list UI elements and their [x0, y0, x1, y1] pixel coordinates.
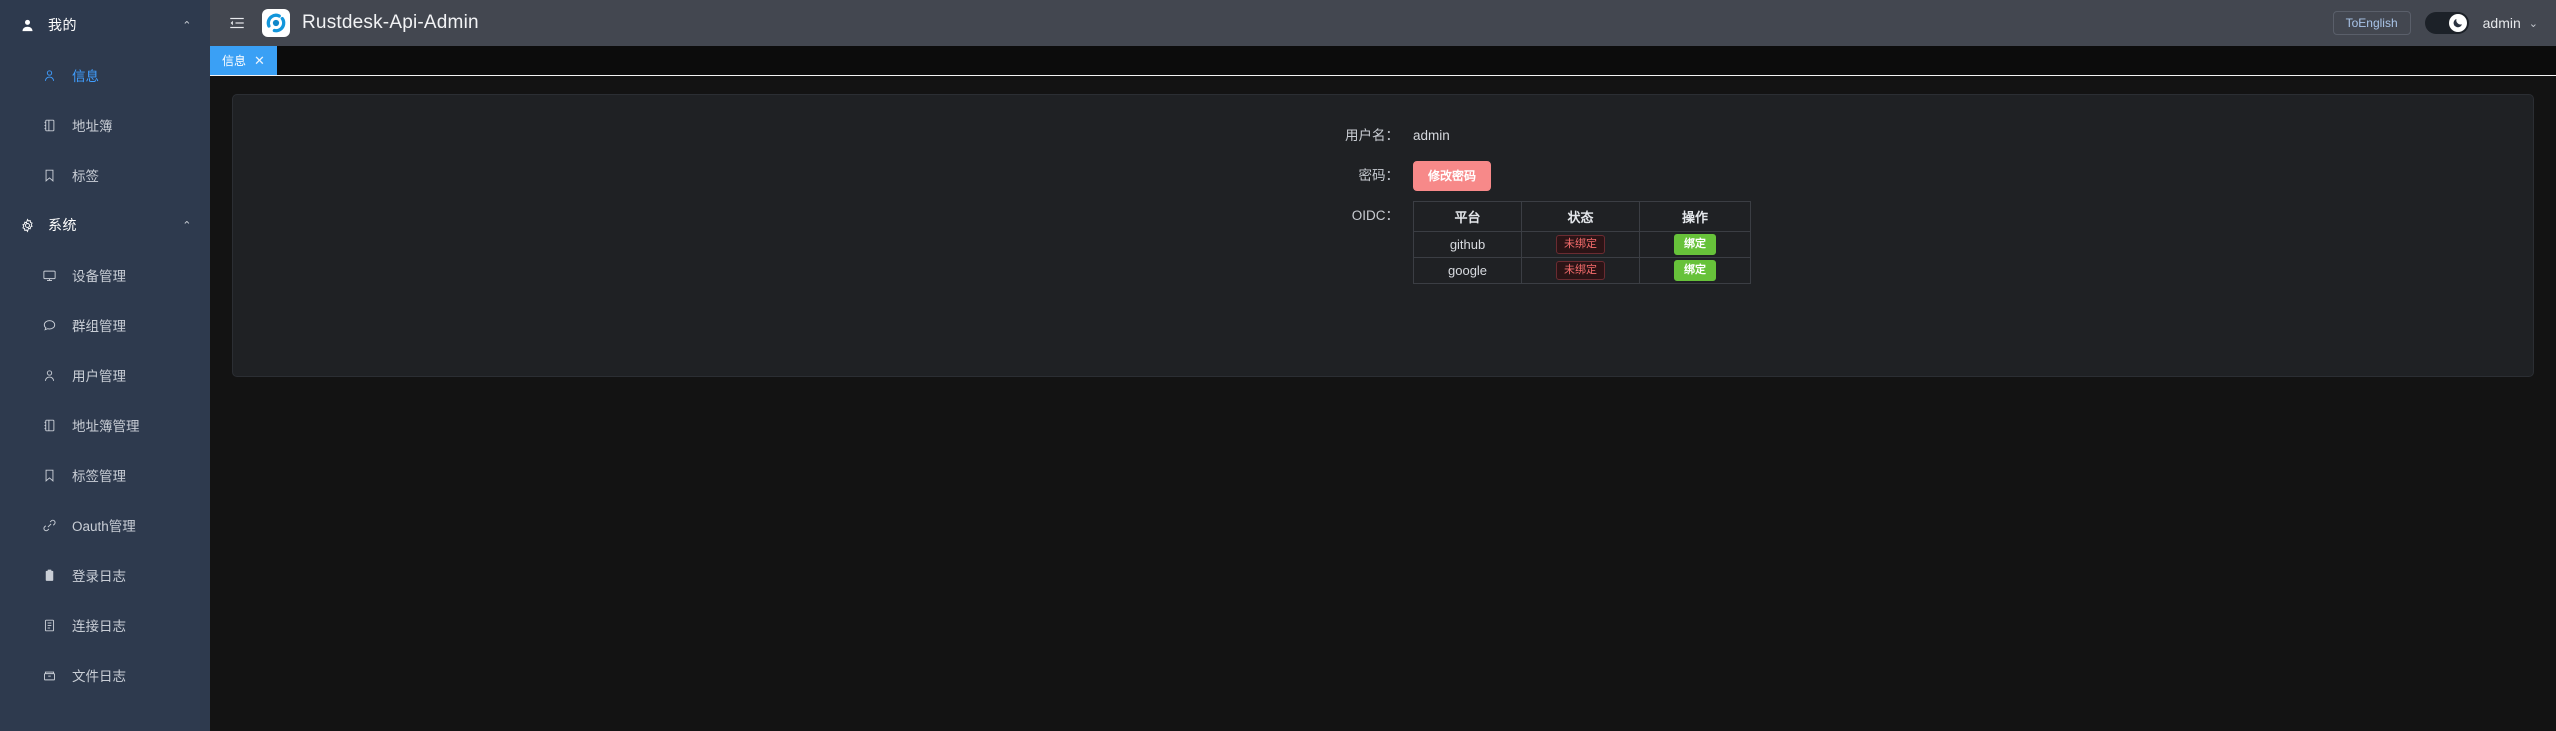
user-filled-icon — [20, 18, 42, 33]
table-header-row: 平台 状态 操作 — [1412, 201, 1752, 232]
link-icon — [42, 518, 66, 533]
cell-status: 未绑定 — [1521, 257, 1641, 284]
user-icon — [42, 368, 66, 383]
sidebar-group-label: 我的 — [48, 17, 77, 33]
user-menu[interactable]: admin ⌄ — [2483, 15, 2542, 31]
chevron-down-icon: ⌄ — [2528, 17, 2538, 30]
bookmark-icon — [42, 168, 66, 183]
gear-icon — [20, 218, 42, 233]
sidebar-item-label: 用户管理 — [72, 369, 126, 384]
hamburger-icon[interactable] — [226, 12, 248, 34]
sidebar-item-tag-manage[interactable]: 标签管理 — [0, 450, 210, 500]
sidebar-item-label: 地址簿 — [72, 119, 113, 134]
cell-status: 未绑定 — [1521, 231, 1641, 258]
sidebar-item-oauth-manage[interactable]: Oauth管理 — [0, 500, 210, 550]
sidebar-item-group-manage[interactable]: 群组管理 — [0, 300, 210, 350]
oidc-value: 平台 状态 操作 github 未绑定 — [1412, 201, 1752, 284]
sidebar-group-mine[interactable]: 我的 ⌃ — [0, 0, 210, 50]
sidebar-group-label: 系统 — [48, 217, 77, 233]
bind-button[interactable]: 绑定 — [1674, 234, 1717, 255]
column-header-status: 状态 — [1521, 201, 1641, 232]
tab-bar: 信息 ✕ — [210, 46, 2556, 76]
table-row: github 未绑定 绑定 — [1412, 231, 1752, 258]
sidebar-item-connection-log[interactable]: 连接日志 — [0, 600, 210, 650]
top-header: Rustdesk-Api-Admin ToEnglish admin ⌄ — [210, 0, 2556, 46]
chevron-up-icon: ⌃ — [182, 219, 192, 232]
moon-icon — [2448, 14, 2467, 32]
password-value: 修改密码 — [1413, 161, 1492, 191]
sidebar-item-device-manage[interactable]: 设备管理 — [0, 250, 210, 300]
rustdesk-logo-icon — [262, 9, 290, 37]
theme-toggle[interactable] — [2424, 12, 2469, 34]
user-name: admin — [2482, 15, 2521, 31]
bind-button[interactable]: 绑定 — [1674, 260, 1717, 281]
oidc-row: OIDC： 平台 状态 操作 — [233, 201, 2533, 284]
sidebar-item-label: 群组管理 — [72, 319, 126, 334]
username-label: 用户名： — [1345, 128, 1399, 143]
sidebar-item-label: 文件日志 — [72, 669, 126, 684]
sidebar: 我的 ⌃ 信息 地址簿 标签 系统 ⌃ — [0, 0, 210, 731]
document-icon — [42, 618, 66, 633]
folder-icon — [42, 668, 66, 683]
oidc-label: OIDC： — [1351, 208, 1399, 223]
chat-icon — [42, 318, 66, 333]
cell-platform: github — [1412, 231, 1523, 258]
username-row: 用户名： admin — [233, 121, 2533, 151]
cell-action: 绑定 — [1639, 231, 1752, 258]
status-badge: 未绑定 — [1556, 261, 1606, 280]
sidebar-group-system[interactable]: 系统 ⌃ — [0, 200, 210, 250]
tab-label: 信息 — [222, 54, 247, 68]
notebook-icon — [42, 418, 66, 433]
sidebar-item-info[interactable]: 信息 — [0, 50, 210, 100]
change-password-button[interactable]: 修改密码 — [1413, 161, 1492, 191]
sidebar-item-label: 标签 — [72, 169, 99, 184]
page-title: Rustdesk-Api-Admin — [302, 12, 479, 33]
sidebar-item-login-log[interactable]: 登录日志 — [0, 550, 210, 600]
sidebar-item-file-log[interactable]: 文件日志 — [0, 650, 210, 700]
main-region: Rustdesk-Api-Admin ToEnglish admin ⌄ 信息 … — [210, 0, 2556, 731]
header-actions: ToEnglish admin ⌄ — [2332, 11, 2542, 35]
tab-info[interactable]: 信息 ✕ — [210, 46, 277, 75]
password-label: 密码： — [1358, 168, 1400, 183]
status-badge: 未绑定 — [1556, 235, 1606, 254]
sidebar-item-label: Oauth管理 — [72, 519, 136, 534]
profile-card: 用户名： admin 密码： 修改密码 OIDC： — [232, 94, 2534, 377]
sidebar-item-user-manage[interactable]: 用户管理 — [0, 350, 210, 400]
sidebar-item-label: 标签管理 — [72, 469, 126, 484]
sidebar-item-label: 设备管理 — [72, 269, 126, 284]
table-row: google 未绑定 绑定 — [1412, 257, 1752, 284]
cell-action: 绑定 — [1639, 257, 1752, 284]
monitor-icon — [42, 268, 66, 283]
user-icon — [42, 68, 66, 83]
chevron-up-icon: ⌃ — [182, 19, 192, 32]
column-header-action: 操作 — [1639, 201, 1752, 232]
language-toggle-button[interactable]: ToEnglish — [2332, 11, 2411, 35]
sidebar-item-tags[interactable]: 标签 — [0, 150, 210, 200]
bookmark-icon — [42, 468, 66, 483]
sidebar-item-addressbook[interactable]: 地址簿 — [0, 100, 210, 150]
sidebar-item-label: 信息 — [72, 69, 99, 84]
username-value: admin — [1413, 128, 1450, 143]
sidebar-item-label: 地址簿管理 — [72, 419, 140, 434]
column-header-platform: 平台 — [1412, 201, 1523, 232]
sidebar-item-label: 登录日志 — [72, 569, 126, 584]
oidc-table: 平台 状态 操作 github 未绑定 — [1412, 201, 1752, 284]
close-icon[interactable]: ✕ — [254, 53, 265, 68]
sidebar-item-addressbook-manage[interactable]: 地址簿管理 — [0, 400, 210, 450]
content-area: 用户名： admin 密码： 修改密码 OIDC： — [210, 76, 2556, 731]
notebook-icon — [42, 118, 66, 133]
cell-platform: google — [1412, 257, 1523, 284]
password-row: 密码： 修改密码 — [233, 161, 2533, 191]
clipboard-icon — [42, 568, 66, 583]
sidebar-item-label: 连接日志 — [72, 619, 126, 634]
